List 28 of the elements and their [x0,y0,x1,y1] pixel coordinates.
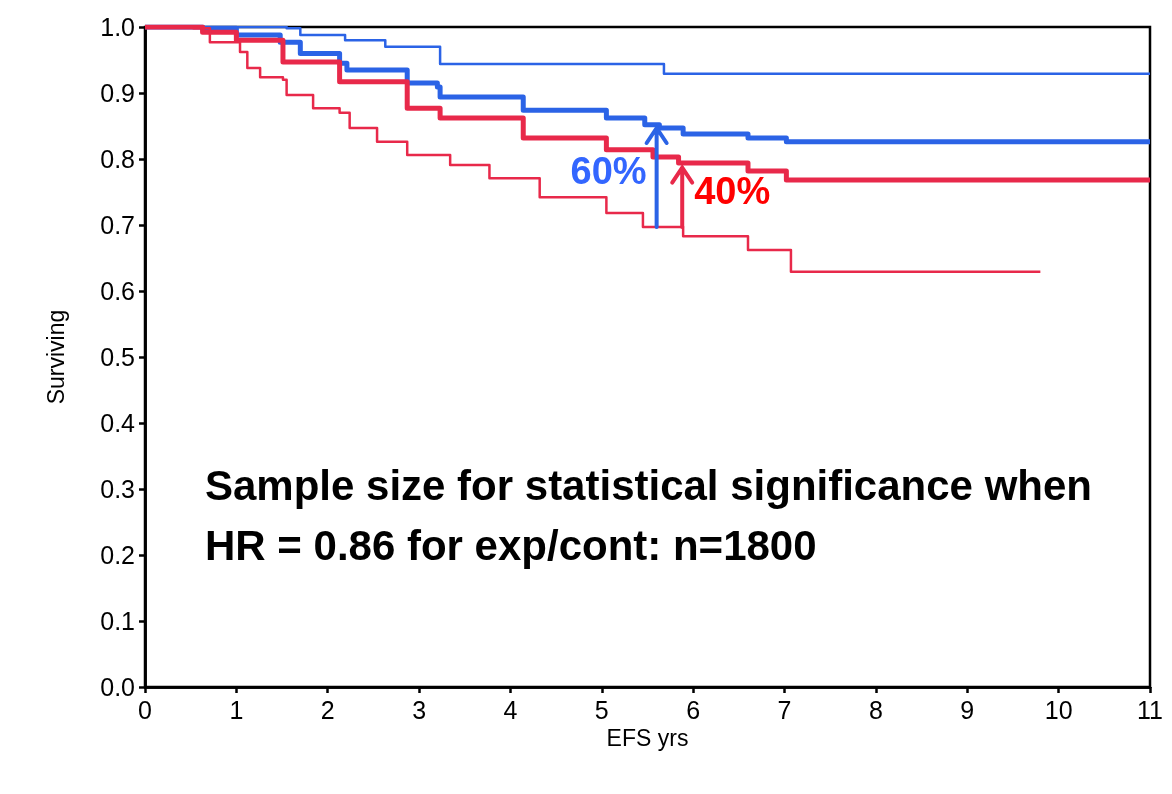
x-tick-label: 11 [1137,695,1163,724]
y-tick-label: 0.9 [100,79,135,107]
y-tick-label: 0.0 [100,673,135,701]
x-tick-label: 7 [777,695,792,724]
y-tick-label: 0.1 [100,607,135,635]
y-tick-label: 0.6 [100,277,135,305]
y-tick-label: 0.7 [100,211,135,239]
x-tick-label: 0 [138,695,152,724]
x-tick-label: 8 [868,695,883,724]
y-axis-title: Surviving [42,309,69,405]
x-tick-label: 10 [1044,695,1073,724]
y-tick-label: 0.8 [100,145,135,173]
x-tick-label: 2 [320,695,335,724]
y-tick-label: 0.5 [100,343,135,371]
y-tick-label: 0.3 [100,475,135,503]
y-tick-label: 0.2 [100,541,135,569]
x-tick-label: 5 [594,695,609,724]
annotation: 60% [570,150,647,193]
y-tick-label: 1.0 [100,13,135,41]
x-tick-label: 4 [503,695,518,724]
x-axis-title: EFS yrs [606,725,689,752]
x-tick-label: 3 [412,695,427,724]
x-tick-label: 6 [686,695,701,724]
y-tick-label: 0.4 [100,409,136,437]
x-tick-label: 9 [960,695,975,724]
annotation: Sample size for statistical significance when HR = 0.86 for exp/cont: n=1800 [205,461,1104,569]
annotation: 40% [694,170,771,213]
x-tick-label: 1 [229,695,244,724]
